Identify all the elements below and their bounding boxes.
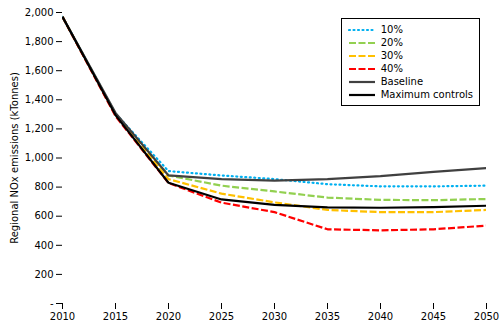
svg-text:600: 600 <box>34 210 53 221</box>
html-text:30%: 30% <box>380 50 403 61</box>
svg-text:2030: 2030 <box>262 311 287 322</box>
svg-text:-: - <box>50 298 54 309</box>
html-text:20%: 20% <box>380 37 403 48</box>
svg-text:1,200: 1,200 <box>25 123 54 134</box>
svg-text:2015: 2015 <box>103 311 128 322</box>
html-text:Baseline: Baseline <box>380 76 424 87</box>
svg-text:2050: 2050 <box>474 311 499 322</box>
svg-text:200: 200 <box>34 269 53 280</box>
svg-text:2,000: 2,000 <box>25 7 54 18</box>
svg-text:800: 800 <box>34 181 53 192</box>
html-text:10%: 10% <box>380 24 403 35</box>
svg-text:2045: 2045 <box>421 311 446 322</box>
svg-text:2025: 2025 <box>209 311 234 322</box>
svg-text:1,800: 1,800 <box>25 36 54 47</box>
svg-text:2010: 2010 <box>50 311 75 322</box>
svg-text:2040: 2040 <box>368 311 393 322</box>
svg-text:1,000: 1,000 <box>25 152 54 163</box>
svg-text:1,600: 1,600 <box>25 65 54 76</box>
html-text:Maximum controls: Maximum controls <box>380 89 473 100</box>
svg-text:1,400: 1,400 <box>25 94 54 105</box>
svg-text:2035: 2035 <box>315 311 340 322</box>
svg-text:2020: 2020 <box>156 311 181 322</box>
svg-text:400: 400 <box>34 240 53 251</box>
html-text:40%: 40% <box>380 63 403 74</box>
svg-text:Regional NOx emissions (kTonne: Regional NOx emissions (kTonnes) <box>9 72 20 244</box>
